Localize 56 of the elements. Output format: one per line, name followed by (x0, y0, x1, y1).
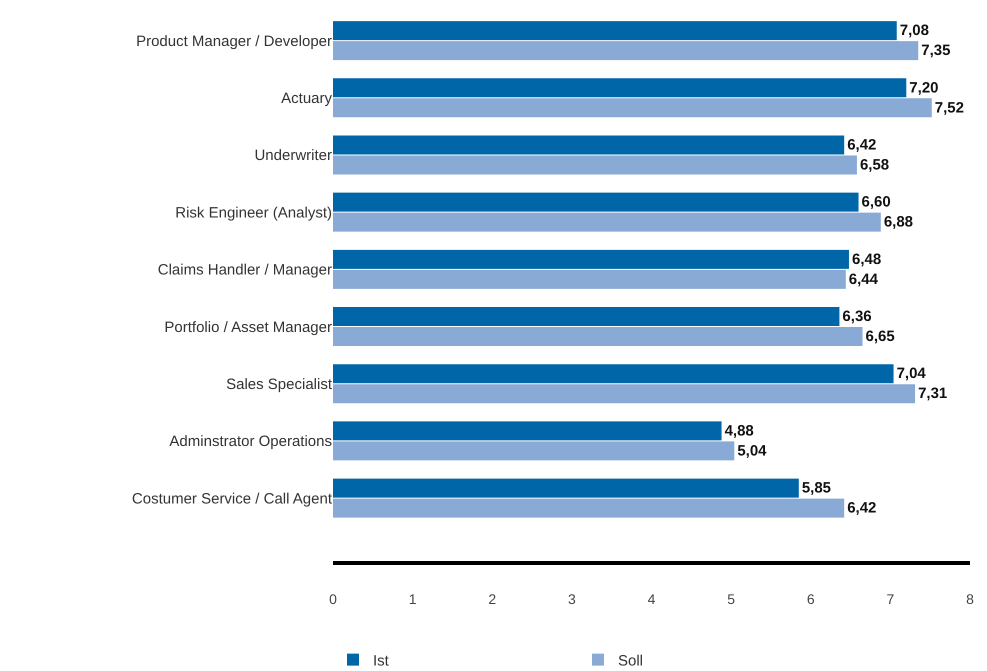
data-label: 6,88 (884, 214, 914, 231)
y-tick-label: Portfolio / Asset Manager (164, 318, 332, 336)
bar (333, 364, 894, 384)
data-label: 5,85 (802, 480, 832, 497)
y-tick-label: Actuary (281, 90, 332, 108)
y-tick-label: Adminstrator Operations (169, 433, 332, 450)
x-tick-label: 2 (488, 590, 496, 607)
y-tick-label: Underwriter (254, 147, 332, 164)
y-tick-label: Claims Handler / Manager (158, 262, 332, 279)
bar (333, 498, 844, 518)
data-label: 6,65 (866, 328, 895, 346)
data-label: 7,04 (896, 365, 926, 382)
bar (333, 98, 932, 118)
legend-label: Soll (618, 652, 644, 670)
bar (333, 135, 844, 154)
bar (333, 270, 846, 289)
data-label: 6,42 (847, 136, 876, 154)
x-tick-label: 8 (966, 590, 974, 607)
data-label: 7,35 (921, 42, 950, 60)
bar (333, 41, 918, 60)
bar (333, 327, 863, 346)
bar (333, 307, 840, 326)
x-tick-label: 3 (568, 590, 576, 607)
bar (333, 478, 799, 498)
data-label: 6,60 (862, 194, 891, 211)
bar (333, 78, 906, 98)
data-label: 6,58 (860, 156, 890, 174)
bar (333, 421, 722, 440)
bar (333, 250, 849, 269)
data-label: 7,52 (934, 99, 964, 116)
y-tick-label: Product Manager / Developer (136, 32, 332, 50)
data-label: 7,08 (900, 22, 929, 40)
x-tick-label: 7 (886, 590, 894, 607)
legend-label: Ist (373, 652, 390, 670)
data-label: 7,20 (909, 79, 939, 96)
x-tick-label: 0 (329, 590, 338, 607)
bar (333, 21, 897, 40)
data-label: 5,04 (737, 442, 768, 460)
data-label: 6,44 (848, 270, 879, 288)
bar (333, 384, 916, 404)
bar (333, 192, 859, 212)
bar (333, 212, 881, 232)
data-label: 7,31 (918, 385, 948, 402)
data-label: 6,42 (847, 500, 876, 517)
x-tick-label: 1 (408, 590, 417, 607)
y-tick-label: Risk Engineer (Analyst) (175, 204, 332, 222)
data-label: 4,88 (724, 422, 754, 440)
x-tick-label: 4 (648, 590, 656, 607)
y-tick-label: Sales Specialist (226, 376, 333, 393)
bar (333, 441, 734, 460)
bar (333, 155, 857, 174)
x-tick-label: 5 (727, 590, 736, 607)
data-label: 6,36 (842, 308, 872, 326)
x-tick-label: 6 (806, 590, 815, 607)
data-label: 6,48 (852, 250, 882, 268)
y-tick-label: Costumer Service / Call Agent (132, 490, 333, 508)
